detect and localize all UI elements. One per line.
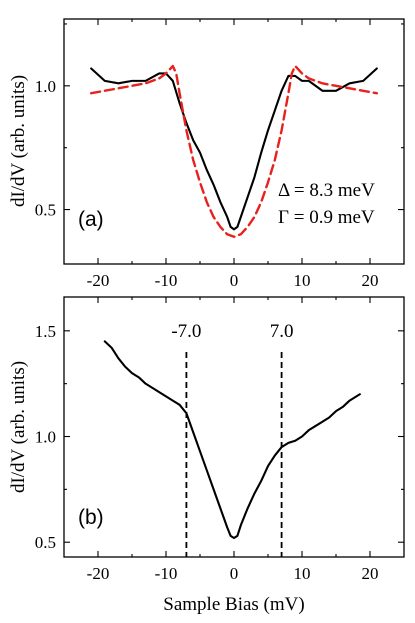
panel-b-ytick-label: 1.0 <box>35 428 56 447</box>
panel-b-xtick-label: 0 <box>230 564 239 583</box>
panel-a-series <box>89 64 378 238</box>
panel-a-fit-curve <box>89 64 378 238</box>
panel-b-ytick-label: 0.5 <box>35 533 56 552</box>
panel-a-ytick-label: 0.5 <box>35 201 56 220</box>
panel-a: -20 -10 0 10 20 0.5 1.0 (a) Δ = 8.3 meV Γ = 0.… <box>8 18 405 290</box>
panel-a-xtick-label: -20 <box>87 271 110 290</box>
panel-b-ytick-label: 1.5 <box>35 322 56 341</box>
panel-a-xtick-label: 0 <box>230 271 239 290</box>
panel-a-ylabel: dI/dV (arb. units) <box>8 75 29 207</box>
panel-b-ticks: -20 -10 0 10 20 0.5 1.0 1.5 <box>35 297 404 583</box>
panel-b-frame <box>63 296 405 558</box>
x-axis-label: Sample Bias (mV) <box>163 594 304 615</box>
panel-b-vlines: -7.0 7.0 <box>171 321 293 557</box>
panel-a-xtick-label: 20 <box>362 271 379 290</box>
panel-a-ticks: -20 -10 0 10 20 0.5 1.0 <box>35 19 404 290</box>
panel-b: -20 -10 0 10 20 0.5 1.0 1.5 -7.0 7.0 (b) dI/dV (… <box>8 296 405 615</box>
annotation-delta: Δ = 8.3 meV <box>278 180 375 201</box>
panel-b-ylabel: dI/dV (arb. units) <box>8 361 29 493</box>
annotation-gamma: Γ = 0.9 meV <box>278 207 375 228</box>
panel-a-label: (a) <box>78 208 104 231</box>
panel-a-ytick-label: 1.0 <box>35 77 56 96</box>
panel-a-data-curve <box>90 67 378 231</box>
panel-b-xtick-label: 20 <box>362 564 379 583</box>
panel-b-data-curve <box>103 340 361 540</box>
vline-label: 7.0 <box>270 321 294 342</box>
panel-a-xtick-label: -10 <box>155 271 178 290</box>
panel-b-label: (b) <box>78 506 104 529</box>
panel-a-xtick-label: 10 <box>294 271 311 290</box>
panel-b-series <box>103 340 361 540</box>
panel-b-xtick-label: -10 <box>155 564 178 583</box>
vline-label: -7.0 <box>171 321 201 342</box>
panel-b-xtick-label: -20 <box>87 564 110 583</box>
panel-b-xtick-label: 10 <box>294 564 311 583</box>
